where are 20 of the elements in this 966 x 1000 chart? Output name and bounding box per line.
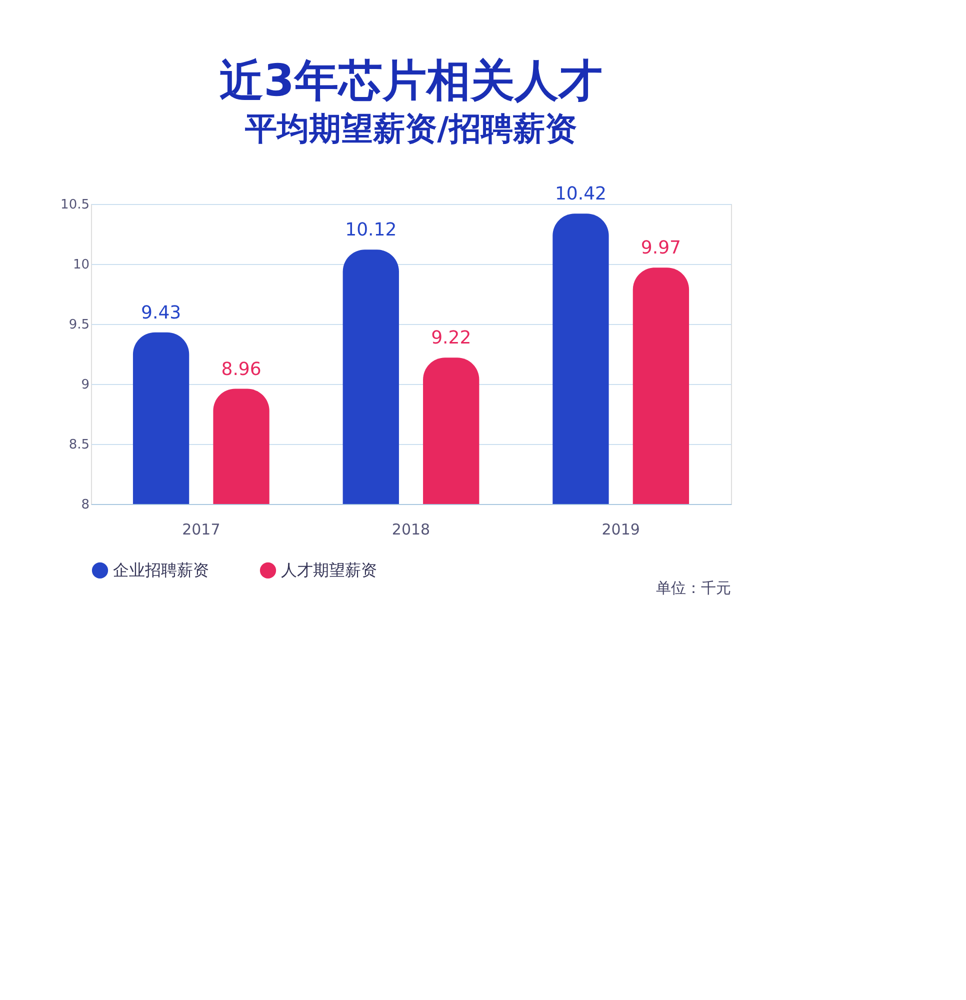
x-tick-label: 2019 <box>602 520 640 538</box>
y-tick-label: 10 <box>72 258 90 272</box>
data-label: 9.43 <box>141 302 182 324</box>
text: 单位：千元 <box>656 579 731 597</box>
legend-label: 企业招聘薪资 <box>113 560 209 580</box>
y-tick-label: 9 <box>81 378 90 392</box>
chart-title: 近3年芯片相关人才 <box>220 56 602 107</box>
legend-label: 人才期望薪资 <box>281 560 377 580</box>
x-tick-label: 2018 <box>392 520 430 538</box>
y-tick-label: 9.5 <box>68 318 90 332</box>
data-label: 10.42 <box>554 184 606 205</box>
data-label: 9.97 <box>640 238 681 259</box>
chart-subtitle: 平均期望薪资/招聘薪资 <box>244 110 577 148</box>
data-label: 8.96 <box>221 358 262 380</box>
y-tick-label: 8.5 <box>68 438 90 452</box>
x-tick-label: 2017 <box>182 520 220 538</box>
data-label: 9.22 <box>431 328 472 349</box>
data-label: 10.12 <box>345 220 397 241</box>
y-tick-label: 8 <box>81 498 90 512</box>
y-tick-label: 10.5 <box>60 198 90 212</box>
